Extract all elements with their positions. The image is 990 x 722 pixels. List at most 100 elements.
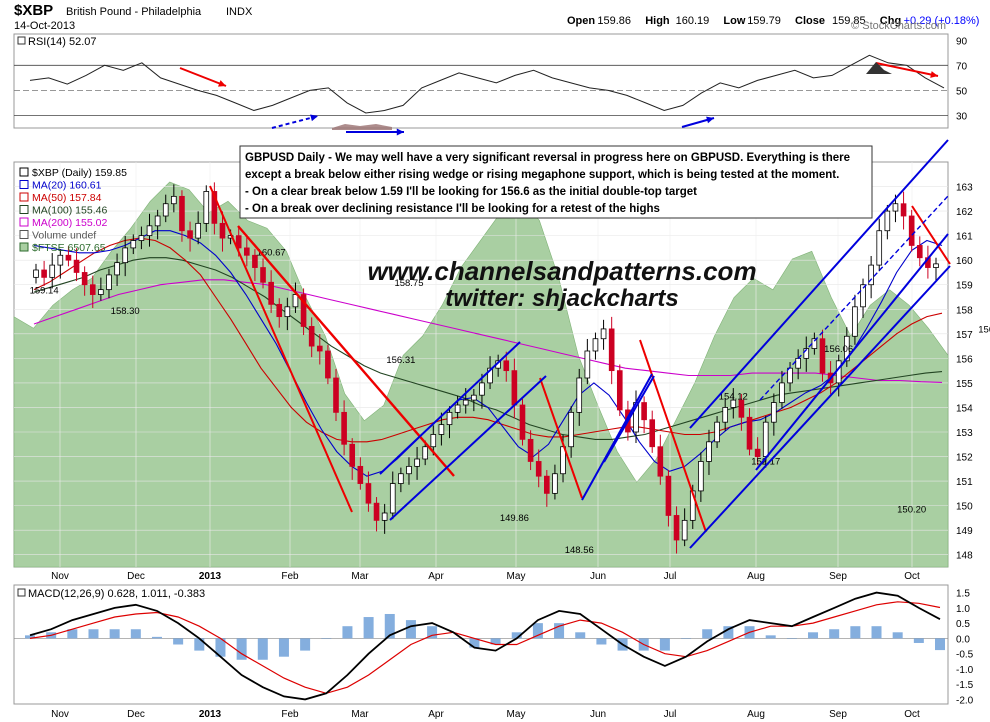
macd-histogram-bar <box>173 638 184 645</box>
candle-body <box>754 448 761 457</box>
price-tick-label: 152 <box>956 453 973 464</box>
candle-body <box>860 284 866 308</box>
candle-body <box>665 475 672 516</box>
macd-x-tick-label: Mar <box>351 709 369 720</box>
macd-histogram-bar <box>892 632 903 639</box>
price-label: 159.14 <box>30 285 59 296</box>
watermark: © StockCharts.com <box>851 20 946 32</box>
candle-body <box>341 411 347 445</box>
candle-body <box>819 338 826 374</box>
macd-histogram-bar <box>681 638 692 639</box>
candle-body <box>162 203 169 217</box>
price-tick-label: 158 <box>956 305 973 316</box>
symbol-name: British Pound - Philadelphia <box>66 6 202 18</box>
macd-x-tick-label: May <box>507 709 526 720</box>
macd-histogram-bar <box>321 638 332 639</box>
macd-histogram-bar <box>659 638 670 651</box>
price-legend-swatch <box>19 217 29 227</box>
candle-body <box>503 360 510 372</box>
macd-histogram-bar <box>88 629 99 639</box>
price-x-tick-label: Feb <box>281 571 299 582</box>
candle-body <box>787 367 793 384</box>
candle-body <box>576 377 583 413</box>
macd-histogram-bar <box>786 638 797 639</box>
candle-body <box>325 350 331 379</box>
candle-body <box>487 367 493 384</box>
macd-histogram-bar <box>913 638 924 643</box>
price-tick-label: 162 <box>956 207 973 218</box>
declining-trend-line <box>539 377 583 499</box>
price-label: 149.86 <box>500 513 529 524</box>
candle-body <box>844 335 850 362</box>
macd-x-tick-label: Jul <box>664 709 677 720</box>
candle-body <box>462 399 469 406</box>
annotation-box: GBPUSD Daily - We may well have a very s… <box>239 145 873 219</box>
rsi-tick-label: 90 <box>956 36 968 47</box>
candle-body <box>81 272 88 286</box>
candle-body <box>535 461 542 477</box>
candle-body <box>568 411 574 448</box>
ohlc-readout: Open 159.86 High 160.19 Low 159.79 Close 159.85… <box>567 15 979 27</box>
price-tick-label: 148 <box>956 551 973 562</box>
candle-body <box>138 235 145 241</box>
candle-body <box>900 203 907 217</box>
macd-histogram-bar <box>236 638 247 660</box>
candle-body <box>122 247 128 264</box>
price-legend-swatch <box>19 205 29 214</box>
candle-body <box>852 306 858 337</box>
price-label: 154.12 <box>719 392 748 403</box>
website-watermark: www.channelsandpatterns.com <box>367 256 756 286</box>
price-legend-swatch <box>19 180 29 189</box>
candle-body <box>795 357 801 369</box>
candle-body <box>235 235 242 249</box>
candle-body <box>527 438 534 462</box>
candle-body <box>771 402 777 423</box>
macd-histogram-bar <box>342 626 353 639</box>
candle-body <box>57 254 64 266</box>
macd-tick-label: 1.5 <box>956 589 970 600</box>
price-tick-label: 149 <box>956 526 973 537</box>
macd-tick-label: 0.5 <box>956 619 970 630</box>
chart-date: 14-Oct-2013 <box>14 20 75 32</box>
candle-body <box>98 289 104 295</box>
macd-panel: 1.5 1.0 0.5 0.0 -0.5 -1.0 -1.5 -2.0 MACD(12,26,9… <box>13 584 974 720</box>
macd-histogram-bar <box>194 638 205 651</box>
candle-body <box>933 263 939 268</box>
price-x-tick-label: Aug <box>747 571 765 582</box>
declining-trend-line <box>639 339 707 533</box>
symbol: $XBP <box>14 2 53 19</box>
candle-body <box>389 483 396 514</box>
candle-body <box>179 195 185 232</box>
candle-body <box>803 348 810 359</box>
megaphone-support-line <box>689 265 951 549</box>
price-x-tick-label: May <box>507 571 526 582</box>
macd-histogram-bar <box>405 620 416 639</box>
candle-body <box>892 203 899 212</box>
macd-histogram-bar <box>384 613 395 639</box>
rsi-tick-label: 50 <box>956 86 968 97</box>
macd-histogram-bar <box>427 626 438 639</box>
macd-tick-label: 0.0 <box>956 634 970 645</box>
price-label: 158.30 <box>111 306 140 317</box>
ohlc-value: 159.79 <box>747 15 781 27</box>
price-x-tick-label: Apr <box>428 571 444 582</box>
candle-body <box>398 473 404 484</box>
macd-histogram-bar <box>765 635 776 639</box>
annotation-line-1: GBPUSD Daily - We may well have a very s… <box>245 152 850 164</box>
candle-body <box>146 225 153 237</box>
macd-x-tick-label: Aug <box>747 709 765 720</box>
candle-body <box>746 416 753 450</box>
macd-histogram-bar <box>151 636 162 639</box>
price-legend-swatch <box>19 230 29 239</box>
macd-histogram-bar <box>278 638 289 657</box>
candle-body <box>252 254 258 268</box>
rsi-divergence-arrow <box>179 67 227 87</box>
candle-body <box>600 328 607 340</box>
price-tick-label: 163 <box>956 183 973 194</box>
candle-body <box>349 443 356 467</box>
price-tick-label: 159 <box>956 281 973 292</box>
price-x-tick-label: Mar <box>351 571 369 582</box>
candle-body <box>187 230 193 239</box>
rsi-divergence-arrow-head <box>930 71 938 78</box>
